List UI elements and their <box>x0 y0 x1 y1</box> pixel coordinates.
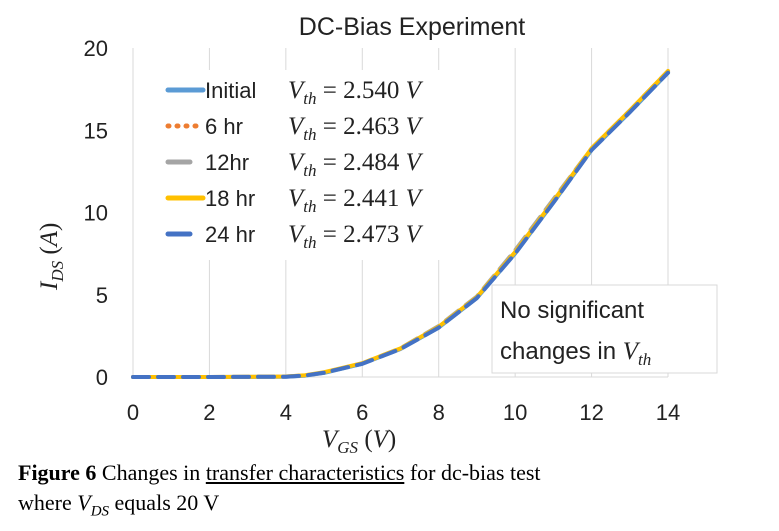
x-tick-7: 14 <box>656 400 680 425</box>
annotation-box: No significant changes in Vth <box>491 284 718 374</box>
annotation-line-2: changes in Vth <box>500 338 651 369</box>
y-tick-2: 10 <box>84 201 108 226</box>
legend-label-0: Initial <box>205 78 256 103</box>
x-tick-labels: 0 2 4 6 8 10 12 14 <box>127 400 680 425</box>
legend-box <box>158 70 478 260</box>
figure-caption: Figure 6 Changes in transfer characteris… <box>18 458 768 526</box>
chart: DC-Bias Experiment 0 2 4 6 8 10 12 14 05101520 … <box>36 13 718 455</box>
legend-vth-2: Vth = 2.484 V <box>288 149 424 180</box>
y-tick-3: 15 <box>84 118 108 143</box>
legend-label-4: 24 hr <box>205 222 255 247</box>
caption-variable: VDS <box>77 490 110 520</box>
caption-text-3: where <box>18 490 78 515</box>
legend-vth-1: Vth = 2.463 V <box>288 113 424 144</box>
chart-title: DC-Bias Experiment <box>299 13 526 41</box>
x-tick-0: 0 <box>127 400 139 425</box>
caption-text-2: for dc-bias test <box>404 460 541 485</box>
legend-label-2: 12hr <box>205 150 249 175</box>
legend: Initial Vth = 2.540 V 6 hr Vth = 2.463 V 12h… <box>158 70 478 260</box>
annotation-line-1: No significant <box>500 297 644 324</box>
x-tick-5: 10 <box>503 400 527 425</box>
legend-vth-3: Vth = 2.441 V <box>288 185 424 216</box>
x-axis-label: VGS (V) <box>322 426 396 455</box>
legend-vth-0: Vth = 2.540 V <box>288 77 424 108</box>
series-line-4 <box>131 70 670 379</box>
legend-label-3: 18 hr <box>205 186 255 211</box>
x-tick-2: 4 <box>280 400 292 425</box>
caption-text-1: Changes in <box>96 460 206 485</box>
y-tick-1: 5 <box>96 283 108 308</box>
caption-link[interactable]: transfer characteristics <box>205 460 405 485</box>
y-tick-labels: 0 5 10 15 20 <box>84 36 108 390</box>
legend-vth-4: Vth = 2.473 V <box>288 221 424 252</box>
y-tick-4: 20 <box>84 36 108 61</box>
series-lines <box>131 69 670 379</box>
x-tick-1: 2 <box>203 400 215 425</box>
x-tick-4: 8 <box>433 400 445 425</box>
x-tick-3: 6 <box>356 400 368 425</box>
caption-text-4: equals 20 V <box>109 490 220 515</box>
x-tick-6: 12 <box>579 400 603 425</box>
y-tick-0: 0 <box>96 365 108 390</box>
caption-label: Figure 6 <box>18 460 97 485</box>
y-axis-label: IDS (A) <box>36 223 67 291</box>
legend-label-1: 6 hr <box>205 114 243 139</box>
